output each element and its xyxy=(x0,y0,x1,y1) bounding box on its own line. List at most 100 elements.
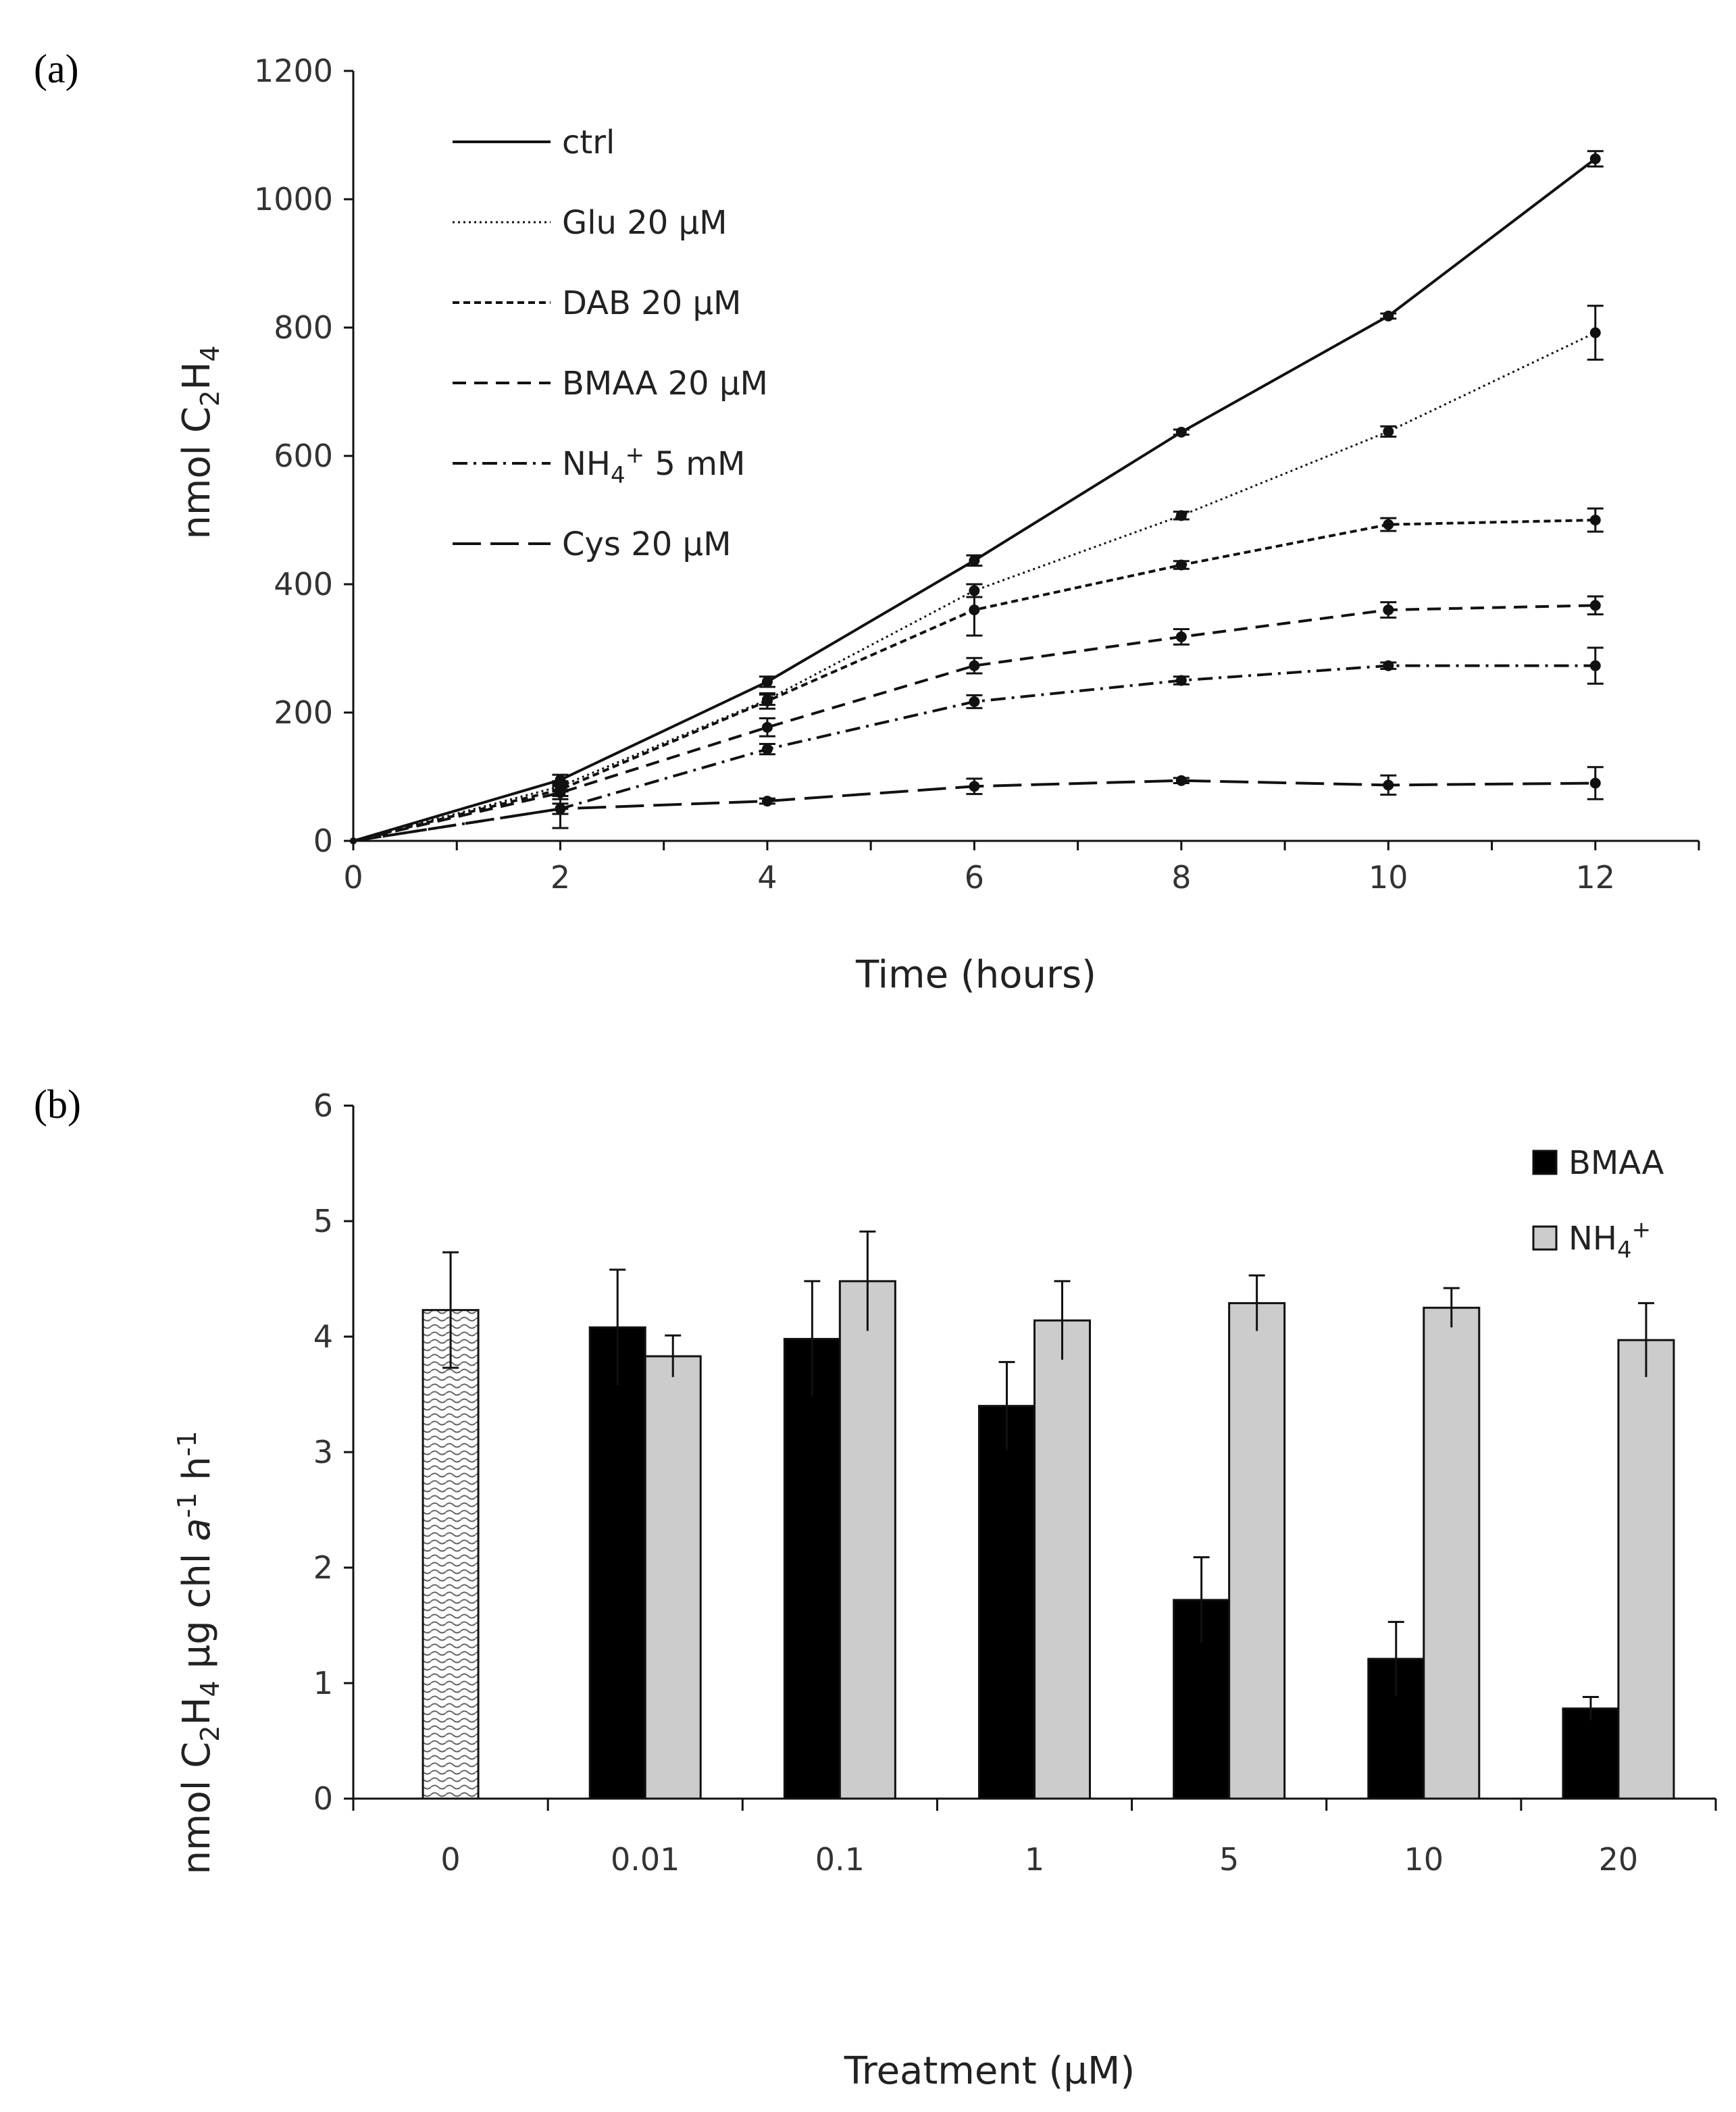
chart-a-point xyxy=(1589,515,1601,525)
chart-a-axes: 0 200 400 600 800 1000 1200 0 2 4 6 8 10 12 xyxy=(254,53,1700,896)
chart-a-point xyxy=(1175,559,1187,571)
chart-a-line-series-4 xyxy=(353,664,1595,842)
chart-b-axes: 0 1 2 3 4 5 6 0 0.01 0.1 1 5 10 20 xyxy=(313,1087,1717,1878)
chart-b-bar-nh4 xyxy=(1423,1306,1481,1800)
chart-b-y-tick-label: 3 xyxy=(313,1434,333,1470)
chart-a-x-tick-label: 8 xyxy=(1171,859,1191,896)
chart-a-ylabel-sub2: 4 xyxy=(195,345,225,361)
chart-a-ylabel-sub1: 2 xyxy=(195,390,225,407)
chart-a-point xyxy=(969,781,980,792)
chart-b-ylabel-sub2: 4 xyxy=(195,1680,225,1697)
chart-b-legend-label: BMAA xyxy=(1568,1144,1664,1182)
chart-b-ylabel-sub1: 2 xyxy=(195,1726,225,1742)
chart-b-legend-swatch xyxy=(1532,1225,1558,1251)
chart-a-point xyxy=(1589,327,1601,338)
chart-a-legend-label-tail: 5 mM xyxy=(644,445,745,483)
chart-a-point xyxy=(1383,660,1394,671)
chart-b-legend-label-main: NH xyxy=(1568,1220,1617,1258)
chart-a-point xyxy=(1589,660,1601,671)
chart-a-point xyxy=(1175,510,1187,521)
chart-a-point xyxy=(969,696,980,707)
chart-a-y-tick-label: 1000 xyxy=(254,181,333,217)
chart-a-x-tick-label: 2 xyxy=(551,859,570,896)
chart-b-series xyxy=(422,1230,1675,1800)
chart-b-y-tick-label: 4 xyxy=(313,1318,333,1355)
chart-b-y-tick-label: 6 xyxy=(313,1087,333,1124)
chart-b-bar-nh4 xyxy=(1228,1302,1286,1800)
chart-a-point xyxy=(969,604,980,615)
chart-a-point xyxy=(1383,604,1394,615)
chart-b-ylabel-sup1: -1 xyxy=(172,1493,202,1518)
chart-a-point xyxy=(1175,775,1187,786)
chart-b-y-tick-label: 2 xyxy=(313,1549,333,1586)
chart-b-bar-bmaa xyxy=(588,1326,646,1800)
chart-b-bar-nh4 xyxy=(1617,1339,1675,1800)
chart-a-point xyxy=(1589,777,1601,789)
chart-a-y-tick-label: 800 xyxy=(274,309,333,346)
chart-a-legend-label-sup: + xyxy=(626,442,645,469)
chart-a-x-tick-label: 12 xyxy=(1575,859,1615,896)
chart-a-x-tick-label: 4 xyxy=(757,859,777,896)
chart-a-point xyxy=(1383,310,1394,321)
chart-b-xlabel: Treatment (µM) xyxy=(844,2049,1135,2093)
chart-a-point xyxy=(761,695,773,706)
chart-a-point xyxy=(1383,426,1394,437)
chart-b-ylabel-mid1: H xyxy=(175,1697,219,1725)
chart-b-x-tick-label: 1 xyxy=(1025,1841,1044,1878)
chart-a-point xyxy=(1383,779,1394,791)
chart-a: 0 200 400 600 800 1000 1200 0 2 4 6 8 10 12 ctrl Glu 2… xyxy=(175,53,1700,997)
chart-a-legend-label-main: NH xyxy=(562,445,611,483)
chart-a-legend-label: ctrl xyxy=(562,124,615,161)
chart-a-point xyxy=(1383,519,1394,530)
chart-a-y-tick-label: 400 xyxy=(274,566,333,602)
chart-b-y-tick-label: 1 xyxy=(313,1665,333,1701)
chart-b-x-tick-label: 0.01 xyxy=(611,1841,680,1878)
panel-b-label: (b) xyxy=(34,1082,81,1127)
chart-a-legend-label: DAB 20 µM xyxy=(562,284,741,322)
chart-a-point xyxy=(761,676,773,688)
chart-b-ylabel-sup2: -1 xyxy=(172,1431,202,1456)
chart-a-x-tick-label: 10 xyxy=(1369,859,1408,896)
chart-a-point xyxy=(1589,600,1601,611)
panel-a-label: (a) xyxy=(34,47,79,91)
chart-b-bar-nh4 xyxy=(838,1280,896,1800)
chart-a-series xyxy=(350,150,1604,844)
chart-a-point xyxy=(555,803,566,815)
chart-b-x-tick-label: 10 xyxy=(1404,1841,1444,1878)
chart-a-point xyxy=(1589,153,1601,165)
chart-a-ylabel-mid: H xyxy=(175,362,219,390)
chart-a-ylabel-main: nmol C xyxy=(175,407,219,540)
chart-a-point xyxy=(350,838,357,844)
chart-a-ylabel: nmol C2H4 xyxy=(175,345,225,539)
chart-b-ylabel-mid3: h xyxy=(175,1456,219,1492)
chart-b-y-tick-label: 0 xyxy=(313,1780,333,1817)
chart-a-y-tick-label: 0 xyxy=(313,823,333,859)
chart-b-legend-label-sup: + xyxy=(1632,1216,1652,1243)
chart-b-bar-nh4 xyxy=(1033,1319,1091,1800)
chart-b-ylabel-mid2: µg chl xyxy=(175,1541,219,1680)
chart-b-y-tick-label: 5 xyxy=(313,1203,333,1239)
chart-a-point xyxy=(761,744,773,755)
chart-a-legend-label-sub: 4 xyxy=(611,462,626,489)
chart-a-legend-label: BMAA 20 µM xyxy=(562,365,768,403)
chart-a-xlabel: Time (hours) xyxy=(855,953,1096,997)
chart-a-x-tick-label: 0 xyxy=(343,859,363,896)
chart-a-line-series-0 xyxy=(353,157,1596,842)
chart-b-bar-bmaa xyxy=(1562,1707,1620,1800)
chart-a-point xyxy=(1175,675,1187,686)
chart-b-legend-label: NH4+ xyxy=(1568,1216,1651,1264)
chart-b-x-tick-label: 20 xyxy=(1599,1841,1639,1878)
chart-a-y-tick-label: 600 xyxy=(274,438,333,474)
chart-b-legend: BMAA NH4+ xyxy=(1532,1144,1664,1264)
chart-a-point xyxy=(1175,631,1187,642)
chart-a-y-tick-label: 1200 xyxy=(254,53,333,89)
chart-a-point xyxy=(761,796,773,807)
chart-a-legend: ctrl Glu 20 µM DAB 20 µM BMAA 20 µM NH4+ 5 m… xyxy=(453,124,768,563)
chart-b-ylabel-main: nmol C xyxy=(175,1742,219,1875)
chart-b-bar-bmaa xyxy=(978,1405,1036,1800)
chart-b-ylabel: nmol C2H4 µg chl a-1 h-1 xyxy=(172,1431,225,1874)
chart-b-bar-nh4 xyxy=(644,1355,702,1800)
chart-a-legend-label: NH4+ 5 mM xyxy=(562,442,745,489)
